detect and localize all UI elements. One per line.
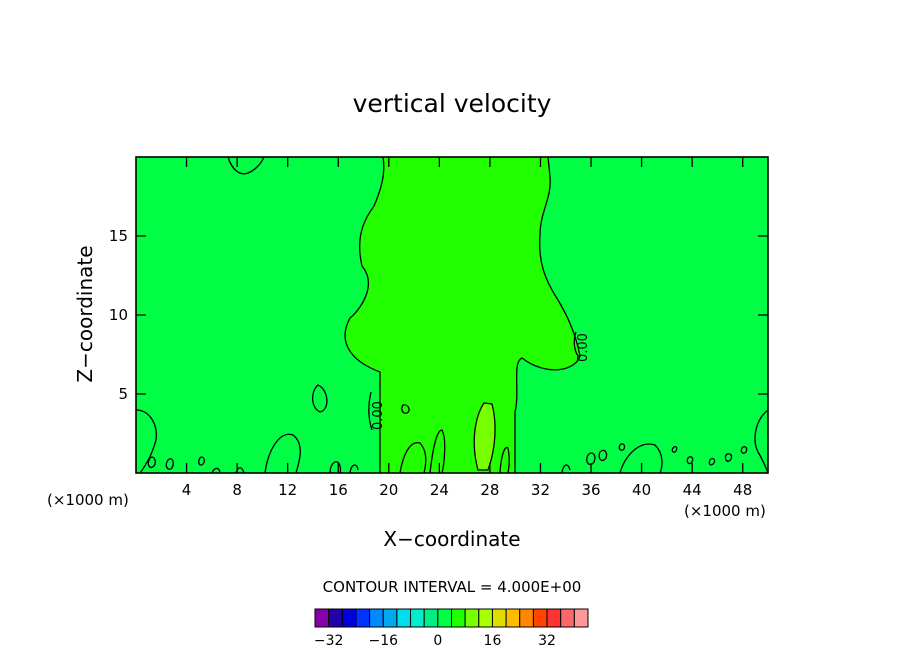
colorbar-swatch	[560, 608, 575, 628]
x-tick-label: 28	[480, 481, 499, 499]
contour-line	[264, 433, 301, 474]
contour-line	[740, 446, 748, 454]
colorbar-swatch	[382, 608, 398, 628]
colorbar-tick-label: 16	[484, 633, 502, 649]
contour-line	[211, 467, 221, 474]
x-tick-label: 32	[531, 481, 550, 499]
contour-line	[368, 391, 373, 431]
contour-line	[147, 456, 156, 469]
x-axis-ticks: 4 8 12 16 20 24 28 32 36 40 44 48	[182, 157, 752, 499]
contour-line	[598, 449, 608, 462]
x-unit-left: (×1000 m)	[47, 491, 129, 509]
colorbar-tick-label: −16	[368, 633, 398, 649]
positive-velocity-region	[345, 157, 580, 473]
contour-line	[473, 402, 496, 471]
colorbar-swatch	[478, 608, 493, 628]
contour-line	[349, 464, 359, 474]
plot-area: 0.00 0.00	[135, 156, 769, 474]
contour-line	[198, 456, 205, 466]
contour-interval-text: CONTOUR INTERVAL = 4.000E+00	[323, 578, 582, 596]
colorbar-swatch	[437, 608, 453, 628]
colorbar-swatch	[451, 608, 466, 628]
contour-label: 0.00	[576, 333, 591, 362]
x-tick-label: 48	[733, 481, 752, 499]
colorbar-swatch	[464, 608, 480, 628]
contour-line	[724, 453, 733, 462]
x-tick-label: 4	[182, 481, 192, 499]
x-tick-label: 36	[581, 481, 600, 499]
colorbar-swatch	[410, 608, 425, 628]
x-tick-label: 20	[379, 481, 398, 499]
max-velocity-region	[474, 403, 496, 470]
contour-line	[754, 409, 769, 474]
y-axis-label: Z−coordinate	[73, 245, 97, 382]
colorbar-swatch	[491, 608, 507, 628]
contour-line	[618, 443, 626, 451]
colorbar	[314, 608, 589, 628]
contour-line	[686, 456, 694, 465]
colorbar-swatch	[546, 608, 562, 628]
colorbar-swatch	[341, 608, 357, 628]
x-unit-right: (×1000 m)	[684, 502, 766, 520]
colorbar-swatch	[369, 608, 384, 628]
colorbar-swatch	[423, 608, 439, 628]
colorbar-tick-label: 0	[433, 633, 442, 649]
colorbar-tick-label: −32	[314, 633, 344, 649]
contour-line	[165, 458, 174, 470]
contour-line	[311, 384, 328, 413]
x-tick-label: 40	[632, 481, 651, 499]
colorbar-swatch	[532, 608, 548, 628]
contour-line	[344, 156, 385, 473]
y-tick-label: 15	[109, 227, 128, 245]
x-tick-label: 24	[430, 481, 449, 499]
chart-title: vertical velocity	[353, 89, 552, 118]
contour-line	[227, 156, 265, 175]
contour-line	[573, 331, 579, 357]
contour-line	[708, 457, 716, 466]
colorbar-swatch	[519, 608, 534, 628]
y-tick-label: 10	[109, 306, 128, 324]
colorbar-swatch	[573, 608, 589, 628]
x-tick-label: 8	[232, 481, 242, 499]
contour-line	[499, 446, 510, 474]
colorbar-swatch	[355, 608, 371, 628]
contour-line	[561, 464, 571, 474]
x-tick-label: 16	[329, 481, 348, 499]
y-axis-ticks: 5 10 15	[109, 227, 768, 403]
contour-line	[671, 445, 678, 453]
x-axis-label: X−coordinate	[383, 527, 520, 551]
contour-line	[619, 443, 663, 474]
colorbar-swatch	[328, 608, 343, 628]
contour-line	[401, 404, 410, 414]
y-tick-label: 5	[118, 385, 128, 403]
contour-line	[135, 409, 157, 474]
contour-line	[399, 442, 427, 474]
contour-line	[514, 156, 581, 473]
colorbar-swatch	[314, 608, 330, 628]
colorbar-tick-label: 32	[538, 633, 556, 649]
contour-line	[429, 429, 446, 474]
colorbar-swatch	[396, 608, 412, 628]
colorbar-swatch	[505, 608, 521, 628]
colorbar-labels: −32 −16 0 16 32	[314, 633, 556, 649]
contour-label: 0.00	[371, 401, 386, 430]
x-tick-label: 44	[683, 481, 702, 499]
contour-lines	[135, 156, 769, 474]
contour-line	[586, 452, 596, 466]
x-tick-label: 12	[278, 481, 297, 499]
